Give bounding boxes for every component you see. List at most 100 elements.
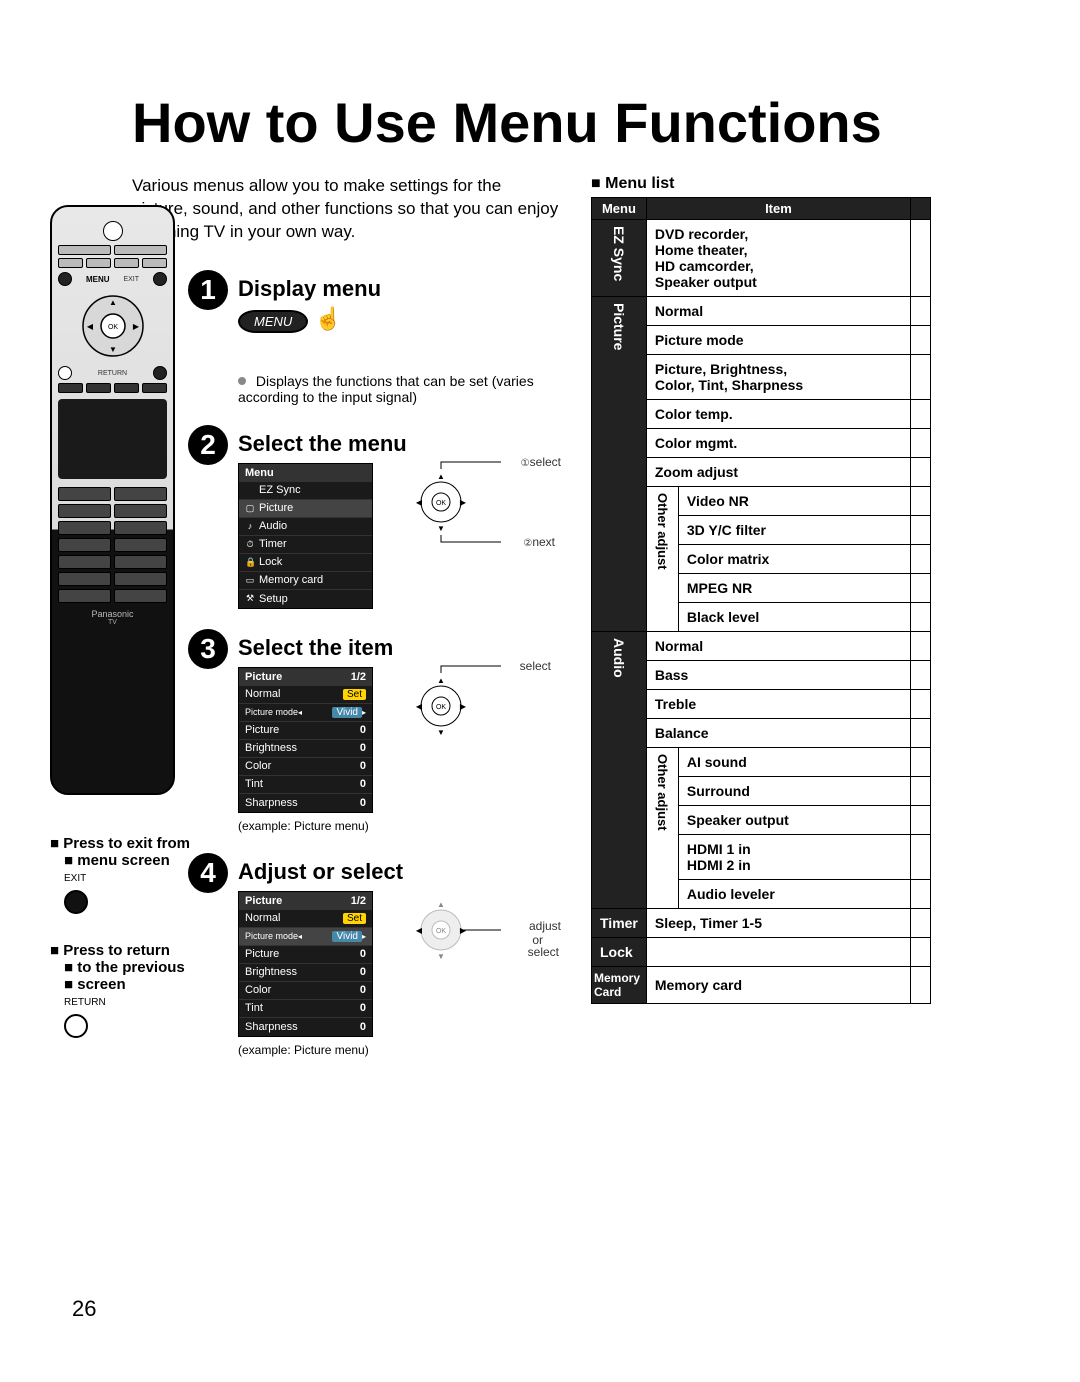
osd-row-color: Color [245, 760, 271, 772]
osd-picture-pages-4: 1/2 [351, 895, 366, 907]
osd4-row-normal: Normal [245, 912, 280, 924]
step-4: 4 Adjust or select Picture 1/2 NormalSet… [198, 859, 561, 1057]
nav-adjust-label: adjust [529, 919, 561, 933]
cat-lock: Lock [592, 938, 647, 967]
osd4-val-picture: 0 [360, 948, 366, 960]
osd4-val-vivid: Vivid [332, 931, 362, 942]
osd4-row-picture: Picture [245, 948, 279, 960]
page-number: 26 [72, 1296, 96, 1322]
svg-text:▶: ▶ [460, 702, 467, 711]
note-exit-l1: Press to exit from [63, 835, 190, 852]
page-title: How to Use Menu Functions [132, 90, 1030, 155]
intro-text: Various menus allow you to make settings… [132, 175, 561, 244]
svg-text:▲: ▲ [109, 298, 117, 307]
pic-other-label: Other adjust [646, 487, 678, 632]
osd-picture-pages: 1/2 [351, 671, 366, 683]
dpad-widget: OK ▲ ▼ ◀ ▶ select [391, 661, 561, 751]
pic-zoom: Zoom adjust [646, 458, 910, 487]
step-number-1: 1 [188, 270, 228, 310]
svg-text:▼: ▼ [437, 524, 445, 533]
nav-select-label: select [530, 455, 561, 469]
item-ezsync: DVD recorder, Home theater, HD camcorder… [646, 220, 910, 297]
remote-tv-label: TV [58, 619, 167, 626]
svg-text:OK: OK [436, 928, 446, 935]
step-3-title: Select the item [238, 635, 561, 661]
example-label-4: (example: Picture menu) [238, 1043, 561, 1057]
step-3: 3 Select the item Picture 1/2 NormalSet … [198, 635, 561, 833]
svg-text:▶: ▶ [132, 322, 139, 331]
note-return: Press to return to the previous screen R… [50, 942, 210, 1038]
osd4-row-brightness: Brightness [245, 966, 297, 978]
bullet-icon [238, 377, 246, 385]
aud-surround: Surround [678, 777, 910, 806]
osd-row-tint: Tint [245, 778, 263, 790]
th-menu: Menu [592, 198, 647, 220]
svg-text:▲: ▲ [437, 472, 445, 481]
aud-treble: Treble [646, 690, 910, 719]
osd-val-vivid: Vivid [332, 707, 362, 718]
cat-timer: Timer [592, 909, 647, 938]
osd4-row-color: Color [245, 984, 271, 996]
svg-text:◀: ◀ [416, 926, 423, 935]
aud-leveler: Audio leveler [678, 880, 910, 909]
osd4-row-picmode: Picture mode [245, 931, 298, 941]
note-exit-l2: menu screen [64, 852, 210, 869]
pic-mode: Picture mode [646, 326, 910, 355]
osd4-val-brightness: 0 [360, 966, 366, 978]
pic-colortemp: Color temp. [646, 400, 910, 429]
circled-1: ① [521, 458, 530, 469]
pic-colormatrix: Color matrix [678, 545, 910, 574]
pic-colormgmt: Color mgmt. [646, 429, 910, 458]
svg-text:OK: OK [436, 704, 446, 711]
step-2-title: Select the menu [238, 431, 561, 457]
menu-button-label: MENU [238, 310, 308, 333]
osd-row-normal: Normal [245, 688, 280, 700]
aud-bass: Bass [646, 661, 910, 690]
svg-text:◀: ◀ [86, 322, 93, 331]
step-2: 2 Select the menu Menu EZ Sync ▢Picture … [198, 431, 561, 609]
aud-speaker: Speaker output [678, 806, 910, 835]
pic-mpegnr: MPEG NR [678, 574, 910, 603]
aud-other-label: Other adjust [646, 748, 678, 909]
osd-picture-menu-4: Picture 1/2 NormalSet Picture mode◂Vivid… [238, 891, 373, 1037]
note-return-tag: RETURN [64, 997, 210, 1008]
svg-text:▶: ▶ [460, 498, 467, 507]
pic-blacklevel: Black level [678, 603, 910, 632]
pic-normal: Normal [646, 297, 910, 326]
remote-brand: Panasonic [58, 609, 167, 619]
osd-val-color: 0 [360, 760, 366, 772]
osd-item-audio: Audio [259, 520, 287, 532]
example-label: (example: Picture menu) [238, 819, 561, 833]
note-exit: Press to exit from menu screen EXIT [50, 835, 210, 914]
svg-text:◀: ◀ [416, 702, 423, 711]
cat-picture: Picture [592, 297, 647, 632]
exit-button-icon [64, 890, 88, 914]
menu-list-header: Menu list [591, 175, 931, 193]
osd-row-brightness: Brightness [245, 742, 297, 754]
dpad-widget: OK ▲ ▼ ◀ ▶ ①select ②next [391, 457, 561, 547]
cat-ezsync: EZ Sync [592, 220, 647, 297]
svg-text:▲: ▲ [437, 676, 445, 685]
aud-normal: Normal [646, 632, 910, 661]
osd-menu-header: Menu [245, 467, 274, 479]
osd-row-picture: Picture [245, 724, 279, 736]
osd4-val-sharpness: 0 [360, 1021, 366, 1033]
svg-text:▼: ▼ [437, 952, 445, 961]
osd-picture-header: Picture [245, 671, 282, 683]
menu-list-table: Menu Item EZ Sync DVD recorder, Home the… [591, 197, 931, 1004]
osd-row-picmode: Picture mode [245, 707, 298, 717]
osd4-val-tint: 0 [360, 1002, 366, 1014]
osd4-val-set: Set [343, 913, 366, 924]
remote-menu-label: MENU [86, 275, 110, 284]
svg-text:◀: ◀ [416, 498, 423, 507]
cat-audio: Audio [592, 632, 647, 909]
remote-return-label: RETURN [98, 370, 127, 377]
osd-val-picture: 0 [360, 724, 366, 736]
pic-3dyc: 3D Y/C filter [678, 516, 910, 545]
menu-button-illustration: MENU ☝ [238, 306, 342, 333]
item-timer: Sleep, Timer 1-5 [646, 909, 910, 938]
pic-videonr: Video NR [678, 487, 910, 516]
pic-pbcts: Picture, Brightness, Color, Tint, Sharpn… [646, 355, 910, 400]
circled-2: ② [523, 538, 532, 549]
note-return-l1: Press to return [63, 942, 170, 959]
